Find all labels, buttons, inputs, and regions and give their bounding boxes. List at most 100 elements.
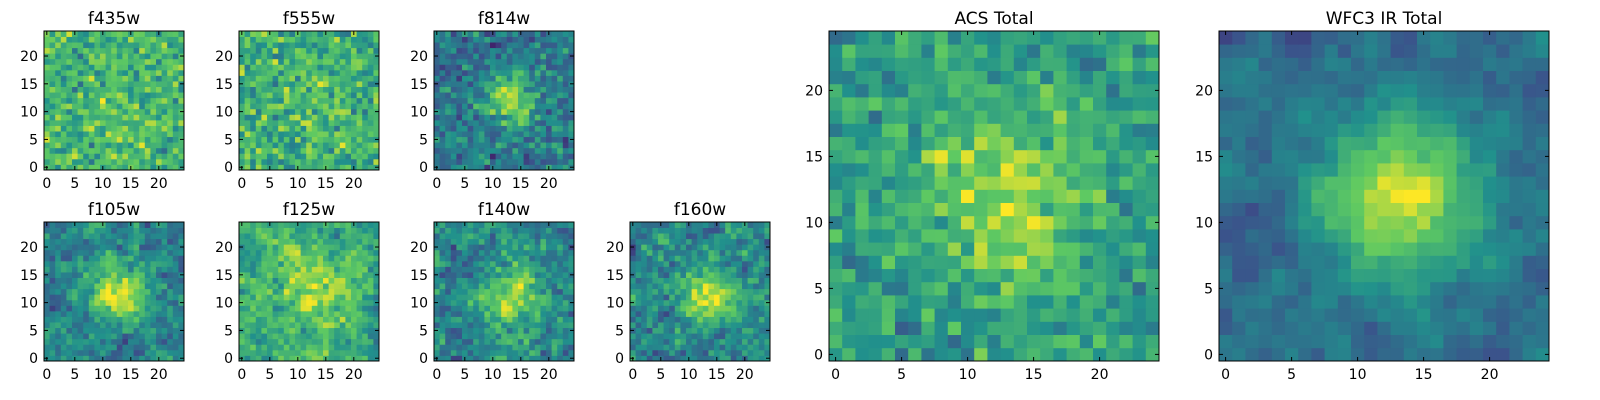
heatmap-cell — [122, 131, 129, 138]
heatmap-cell — [568, 288, 575, 295]
heatmap-cell — [351, 92, 357, 99]
heatmap-cell — [708, 249, 715, 256]
heatmap-cell — [473, 299, 480, 306]
heatmap-cell — [328, 327, 335, 334]
heatmap-cell — [278, 31, 285, 37]
heatmap-cell — [445, 31, 452, 37]
heatmap-cell — [546, 227, 552, 234]
heatmap-cell — [908, 295, 922, 309]
heatmap-cell — [60, 294, 67, 301]
heatmap-cell — [317, 260, 324, 267]
heatmap-cell — [72, 305, 78, 312]
heatmap-cell — [501, 64, 508, 71]
heatmap-cell — [66, 31, 73, 37]
heatmap-cell — [150, 103, 157, 110]
heatmap-cell — [328, 36, 335, 43]
heatmap-cell — [546, 86, 552, 93]
heatmap-cell — [311, 108, 318, 115]
heatmap-cell — [77, 69, 84, 76]
heatmap-cell — [362, 147, 369, 154]
heatmap-cell — [501, 164, 508, 171]
heatmap-cell — [72, 53, 78, 60]
heatmap-cell — [1132, 215, 1147, 230]
heatmap-cell — [172, 283, 179, 290]
heatmap-cell — [278, 294, 285, 301]
heatmap-cell — [105, 92, 112, 99]
heatmap-cell — [501, 86, 508, 93]
heatmap-cell — [658, 327, 664, 334]
heatmap-cell — [244, 53, 251, 60]
heatmap-cell — [289, 158, 296, 165]
heatmap-cell — [77, 272, 84, 278]
heatmap-cell — [128, 119, 134, 126]
heatmap-cell — [306, 277, 313, 284]
heatmap-cell — [283, 266, 290, 273]
heatmap-cell — [518, 349, 524, 356]
heatmap-cell — [255, 114, 262, 121]
heatmap-cell — [351, 97, 357, 104]
heatmap-cell — [94, 255, 101, 262]
heatmap-cell — [523, 355, 530, 362]
heatmap-cell — [490, 266, 496, 273]
heatmap-cell — [94, 283, 101, 290]
heatmap-cell — [306, 131, 313, 138]
heatmap-cell — [289, 64, 296, 71]
heatmap-cell — [562, 147, 569, 154]
heatmap-cell — [150, 355, 157, 362]
heatmap-cell — [161, 288, 168, 295]
heatmap-cell — [445, 333, 452, 340]
heatmap-cell — [529, 349, 536, 356]
heatmap-cell — [167, 222, 174, 228]
heatmap-cell — [630, 288, 636, 295]
heatmap-cell — [529, 92, 536, 99]
heatmap-cell — [144, 97, 151, 104]
heatmap-cell — [49, 92, 56, 99]
heatmap-cell — [306, 316, 313, 323]
heatmap-cell — [736, 260, 743, 267]
heatmap-cell — [478, 58, 485, 65]
heatmap-cell — [467, 147, 474, 154]
heatmap-cell — [1027, 295, 1041, 309]
heatmap-cell — [669, 238, 676, 245]
heatmap-cell — [551, 69, 558, 76]
heatmap-cell — [362, 119, 369, 126]
heatmap-cell — [328, 260, 335, 267]
heatmap-cell — [758, 238, 765, 245]
heatmap-cell — [122, 349, 129, 356]
heatmap-cell — [669, 260, 676, 267]
heatmap-cell — [495, 69, 502, 76]
heatmap-cell — [742, 272, 748, 278]
heatmap-cell — [674, 294, 681, 301]
heatmap-cell — [272, 327, 279, 334]
x-tick-label: 0 — [237, 367, 246, 383]
heatmap-cell — [473, 125, 480, 132]
heatmap-cell — [156, 277, 162, 284]
heatmap-cell — [178, 131, 185, 138]
heatmap-cell — [641, 294, 648, 301]
heatmap-cell — [133, 158, 140, 165]
heatmap-cell — [156, 316, 162, 323]
heatmap-cell — [362, 338, 369, 345]
heatmap-cell — [551, 283, 558, 290]
heatmap-cell — [373, 119, 380, 126]
heatmap-cell — [495, 31, 502, 37]
heatmap-cell — [317, 305, 324, 312]
heatmap-cell — [669, 244, 676, 251]
heatmap-cell — [178, 158, 185, 165]
heatmap-cell — [551, 294, 558, 301]
heatmap-cell — [921, 255, 935, 269]
heatmap-cell — [306, 147, 313, 154]
heatmap-cell — [83, 299, 90, 306]
heatmap-cell — [686, 338, 692, 345]
heatmap-cell — [111, 36, 118, 43]
heatmap-cell — [133, 86, 140, 93]
heatmap-cell — [278, 238, 285, 245]
panel-title: f160w — [674, 200, 726, 220]
heatmap-cell — [534, 355, 541, 362]
heatmap-cell — [714, 316, 720, 323]
heatmap-cell — [49, 36, 56, 43]
heatmap-cell — [144, 222, 151, 228]
heatmap-cell — [356, 58, 363, 65]
heatmap-cell — [523, 42, 530, 49]
